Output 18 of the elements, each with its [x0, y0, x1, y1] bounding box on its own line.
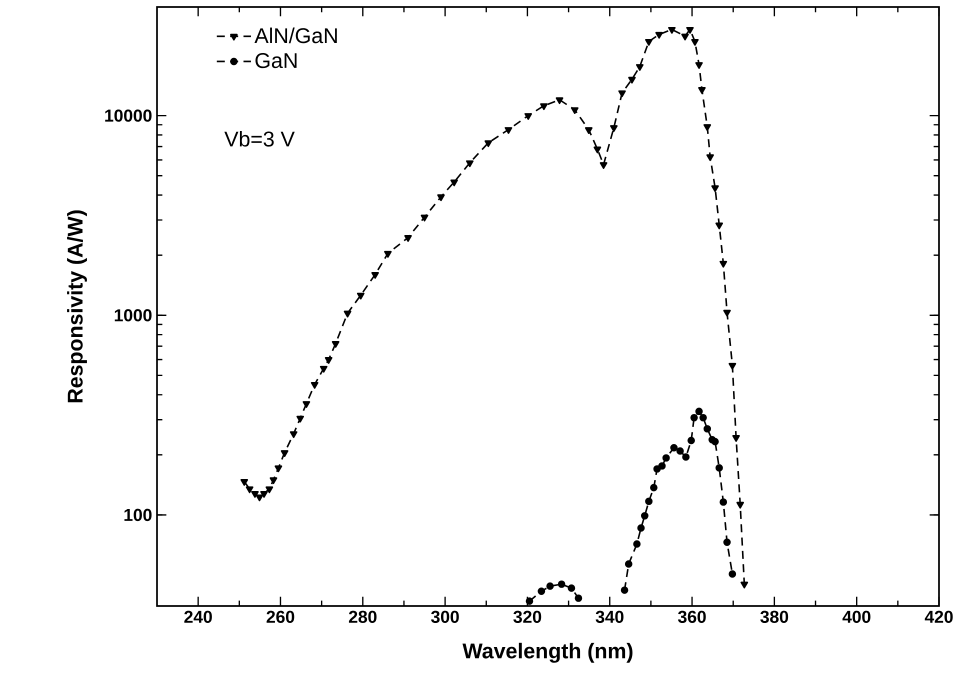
x-tick-label: 300: [431, 610, 459, 623]
x-tick-label: 380: [760, 610, 788, 623]
x-tick-label: 420: [924, 610, 953, 623]
x-tick-label: 400: [842, 610, 870, 623]
x-tick-label: 360: [678, 610, 706, 623]
x-tick-label: 320: [513, 610, 542, 623]
x-axis-title: Wavelength (nm): [462, 642, 632, 663]
x-tick-label: 280: [348, 610, 377, 623]
x-tick-label: 240: [184, 610, 212, 623]
y-tick-label: 10000: [105, 109, 152, 122]
x-tick-label: 260: [266, 610, 294, 623]
y-axis-title: Responsivity (A/W): [67, 210, 87, 402]
legend-label: AlN/GaN: [254, 28, 337, 44]
y-tick-label: 1000: [114, 309, 152, 322]
annotation: Vb=3 V: [224, 130, 295, 147]
x-tick-label: 340: [596, 610, 624, 623]
y-tick-label: 100: [124, 508, 152, 522]
legend-label: GaN: [255, 53, 297, 68]
